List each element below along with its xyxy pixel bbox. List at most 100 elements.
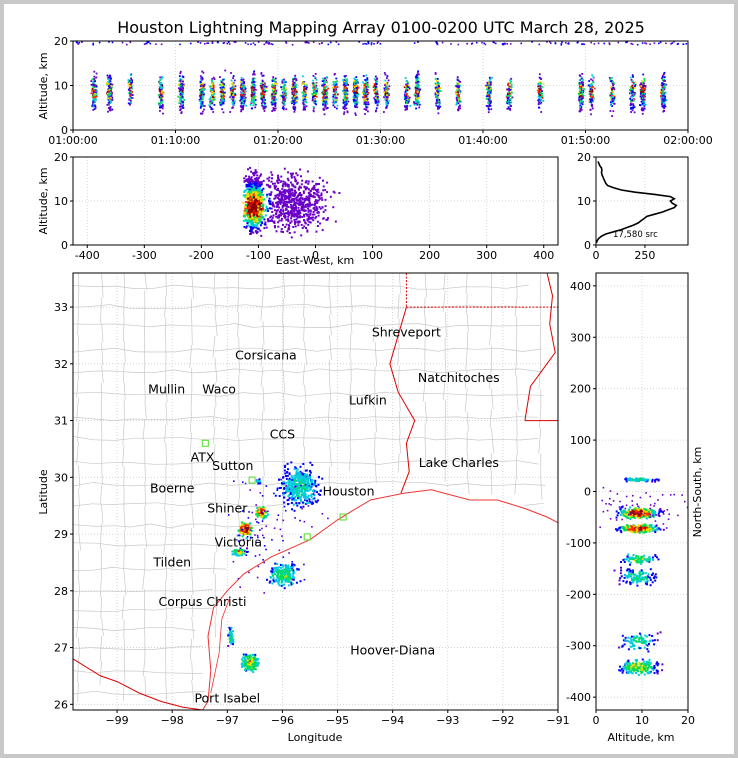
- source-point: [179, 80, 182, 83]
- source-point: [436, 42, 438, 45]
- source-point: [346, 82, 349, 85]
- source-point: [262, 74, 265, 77]
- source-point: [356, 95, 359, 97]
- source-point: [367, 101, 369, 104]
- source-point: [262, 90, 264, 93]
- source-point: [664, 91, 667, 94]
- source-point: [306, 229, 309, 232]
- source-point: [506, 93, 509, 95]
- source-point: [302, 102, 304, 104]
- source-point: [504, 43, 506, 45]
- source-point: [222, 111, 225, 114]
- source-point: [199, 42, 202, 44]
- source-point: [263, 86, 265, 89]
- source-point: [298, 199, 301, 202]
- source-point: [219, 103, 222, 106]
- source-point: [254, 81, 257, 83]
- source-point: [538, 89, 541, 92]
- source-point: [273, 82, 276, 85]
- source-point: [509, 89, 512, 91]
- source-point: [210, 82, 213, 84]
- source-point: [661, 77, 663, 80]
- source-point: [213, 104, 216, 106]
- source-point: [316, 211, 319, 214]
- source-point: [206, 42, 208, 44]
- source-point: [182, 83, 185, 86]
- source-point: [591, 88, 593, 91]
- source-point: [294, 79, 297, 82]
- source-point: [271, 201, 274, 204]
- source-point: [301, 204, 304, 207]
- source-point: [334, 91, 337, 93]
- source-point: [403, 105, 406, 107]
- source-point: [321, 198, 324, 201]
- source-point: [582, 78, 584, 81]
- source-point: [243, 93, 245, 96]
- source-point: [321, 91, 324, 94]
- source-point: [240, 93, 243, 96]
- source-point: [580, 95, 582, 97]
- source-point: [537, 91, 540, 94]
- source-point: [356, 87, 358, 89]
- source-point: [129, 80, 131, 82]
- source-point: [417, 92, 420, 95]
- source-point: [283, 103, 286, 105]
- source-point: [228, 43, 231, 45]
- source-point: [294, 204, 297, 207]
- source-point: [220, 88, 223, 91]
- source-point: [268, 197, 271, 200]
- source-point: [510, 85, 513, 88]
- source-point: [538, 100, 541, 103]
- source-point: [293, 96, 296, 99]
- source-point: [437, 108, 439, 110]
- source-point: [385, 86, 388, 89]
- source-point: [245, 209, 248, 212]
- source-point: [178, 75, 181, 77]
- source-point: [276, 216, 279, 219]
- source-point: [303, 94, 306, 96]
- source-point: [241, 100, 244, 102]
- source-point: [288, 232, 291, 234]
- source-point: [255, 181, 258, 184]
- source-point: [92, 101, 95, 103]
- source-point: [157, 102, 160, 105]
- source-point: [283, 85, 285, 88]
- source-point: [375, 87, 377, 89]
- source-point: [540, 101, 543, 104]
- source-point: [318, 43, 321, 45]
- source-point: [109, 101, 112, 103]
- source-point: [257, 41, 260, 43]
- source-point: [270, 191, 273, 194]
- source-point: [610, 86, 613, 88]
- source-point: [243, 91, 246, 93]
- source-point: [92, 92, 95, 95]
- source-point: [642, 86, 644, 89]
- source-point: [239, 99, 241, 102]
- source-point: [275, 209, 278, 212]
- source-point: [537, 85, 540, 88]
- source-point: [306, 214, 309, 217]
- source-point: [306, 205, 309, 207]
- source-point: [253, 102, 255, 105]
- source-point: [109, 77, 112, 80]
- source-point: [77, 43, 79, 45]
- source-point: [299, 215, 302, 218]
- source-point: [367, 103, 370, 106]
- source-point: [366, 78, 369, 81]
- source-point: [298, 210, 301, 213]
- source-point: [643, 78, 646, 80]
- source-point: [439, 90, 442, 92]
- source-point: [93, 70, 96, 73]
- source-point: [291, 93, 294, 95]
- source-point: [281, 94, 284, 97]
- source-point: [375, 94, 377, 97]
- source-point: [243, 214, 246, 217]
- source-point: [488, 108, 490, 111]
- source-point: [610, 77, 613, 79]
- source-point: [613, 94, 616, 97]
- source-point: [354, 96, 357, 98]
- source-point: [302, 88, 305, 91]
- source-point: [405, 87, 408, 90]
- source-point: [663, 76, 666, 78]
- source-point: [221, 85, 223, 88]
